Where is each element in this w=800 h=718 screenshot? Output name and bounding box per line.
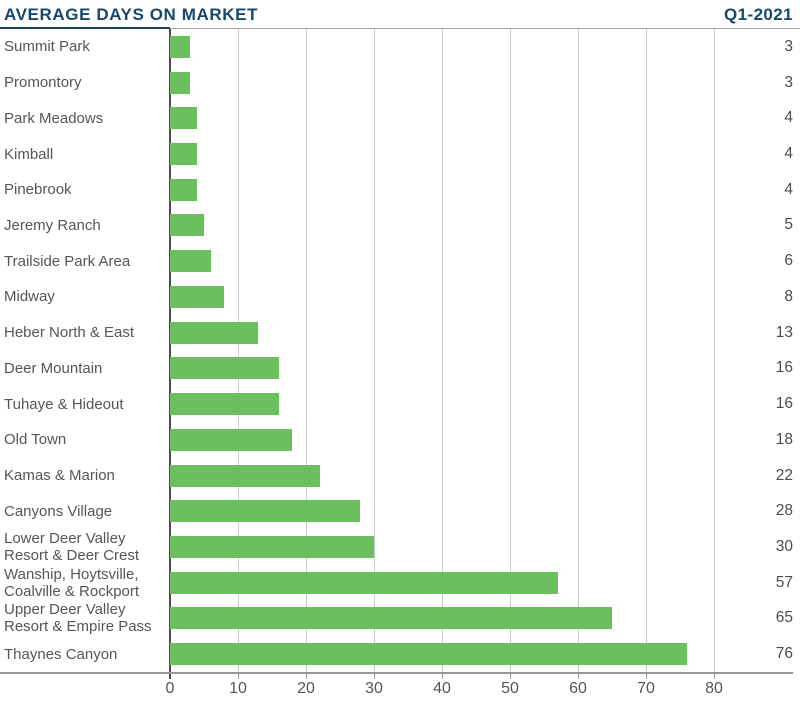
x-tick-label: 80 [705,680,723,697]
gridline [645,29,647,672]
bar [170,464,320,487]
bar [170,250,211,273]
bar [170,214,204,237]
bar [170,428,293,451]
x-axis-tick [373,673,375,679]
bar [170,178,198,201]
x-tick-label: 0 [165,680,175,697]
x-axis-tick [713,673,715,679]
value-label: 16 [775,359,793,377]
x-axis-tick [441,673,443,679]
x-tick-label: 50 [501,680,519,697]
value-label: 3 [784,73,793,91]
value-label: 16 [775,395,793,413]
row-label: Heber North & East [4,324,135,342]
x-tick-label: 40 [433,680,451,697]
row-label: Jeremy Ranch [4,216,101,234]
gridline [713,29,715,672]
row-label: Lower Deer Valley Resort & Deer Crest [4,529,140,564]
value-label: 22 [775,466,793,484]
row-label: Midway [4,288,55,306]
gridline [509,29,511,672]
value-label: 28 [775,502,793,520]
value-label: 6 [784,252,793,270]
bar [170,71,191,94]
x-tick-label: 30 [365,680,383,697]
row-label: Old Town [4,431,67,449]
row-label: Trailside Park Area [4,252,131,270]
gridline [441,29,443,672]
bar [170,571,558,594]
chart-header: AVERAGE DAYS ON MARKET Q1-2021 [4,5,793,25]
bar [170,500,361,523]
row-label: Promontory [4,74,82,92]
row-label: Tuhaye & Hideout [4,395,124,413]
bar [170,321,259,344]
value-label: 18 [775,430,793,448]
bar [170,285,225,308]
row-label: Deer Mountain [4,359,103,377]
bar [170,393,279,416]
row-label: Summit Park [4,38,90,56]
x-tick-label: 20 [297,680,315,697]
bar [170,643,687,666]
x-axis-tick [237,673,239,679]
x-axis-line [0,672,793,674]
x-axis-tick [509,673,511,679]
title-underline [0,27,170,29]
value-label: 65 [775,609,793,627]
row-label: Park Meadows [4,109,104,127]
chart-period: Q1-2021 [724,5,793,24]
x-tick-label: 10 [229,680,247,697]
bar [170,535,374,558]
row-label: Pinebrook [4,181,72,199]
row-label: Canyons Village [4,502,113,520]
value-label: 8 [784,287,793,305]
x-tick-label: 60 [569,680,587,697]
row-label: Kamas & Marion [4,467,115,485]
row-label: Upper Deer Valley Resort & Empire Pass [4,601,152,636]
plot-top-border [170,27,800,29]
value-label: 4 [784,109,793,127]
bar [170,143,198,166]
row-label: Wanship, Hoytsville, Coalville & Rockpor… [4,565,140,600]
x-axis-tick [577,673,579,679]
gridline [237,29,239,672]
value-label: 4 [784,180,793,198]
bar [170,357,279,380]
x-axis-tick [305,673,307,679]
x-axis-tick [645,673,647,679]
value-label: 5 [784,216,793,234]
gridline [373,29,375,672]
chart-title: AVERAGE DAYS ON MARKET [4,5,259,24]
bar [170,607,612,630]
gridline [305,29,307,672]
gridline [577,29,579,672]
bar [170,35,191,58]
value-label: 30 [775,537,793,555]
value-label: 57 [775,573,793,591]
value-label: 4 [784,145,793,163]
value-label: 3 [784,37,793,55]
row-label: Thaynes Canyon [4,645,118,663]
row-label: Kimball [4,145,54,163]
x-tick-label: 70 [637,680,655,697]
value-label: 76 [775,645,793,663]
y-axis-line [169,29,171,678]
x-axis-tick [169,673,171,679]
bar [170,107,198,130]
value-label: 13 [775,323,793,341]
